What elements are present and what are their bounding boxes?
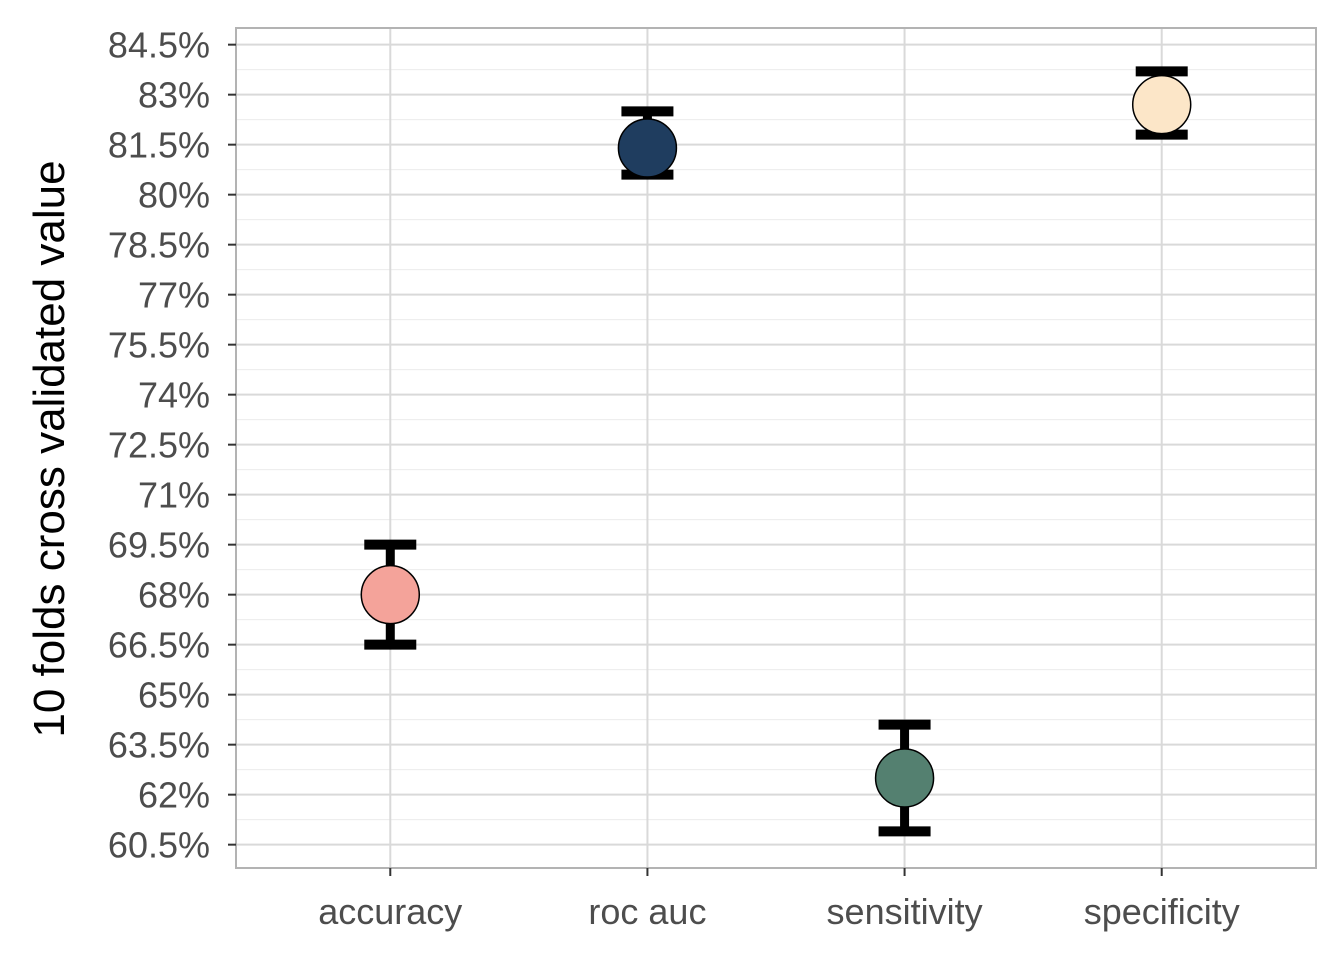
data-point (360, 564, 421, 625)
y-tick-label: 75.5% (108, 325, 210, 366)
labels-layer: 60.5% 62% 63.5% 65% 66.5% 68% 69.5% 71% 72.5% 74%… (108, 25, 1240, 932)
x-tick-label: roc auc (588, 891, 706, 932)
y-axis-title: 10 folds cross validated value (25, 160, 74, 737)
y-tick-label: 77% (138, 275, 210, 316)
data-point (617, 118, 678, 178)
y-tick-label: 74% (138, 375, 210, 416)
x-tick-label: accuracy (318, 891, 462, 932)
y-tick-label: 68% (138, 575, 210, 616)
data-point (874, 748, 935, 808)
marks-layer (360, 66, 1192, 837)
y-tick-label: 71% (138, 475, 210, 516)
data-point (1131, 74, 1192, 135)
y-tick-label: 63.5% (108, 725, 210, 766)
y-tick-label: 72.5% (108, 425, 210, 466)
y-tick-label: 80% (138, 175, 210, 216)
y-tick-label: 65% (138, 675, 210, 716)
y-tick-label: 83% (138, 75, 210, 116)
y-tick-label: 66.5% (108, 625, 210, 666)
x-tick-label: sensitivity (827, 891, 983, 932)
x-tick-label: specificity (1084, 891, 1240, 932)
y-tick-label: 78.5% (108, 225, 210, 266)
y-tick-label: 84.5% (108, 25, 210, 66)
panel-border (235, 27, 1317, 869)
y-tick-label: 62% (138, 775, 210, 816)
y-tick-label: 69.5% (108, 525, 210, 566)
y-tick-label: 81.5% (108, 125, 210, 166)
y-tick-label: 60.5% (108, 825, 210, 866)
axis-layer (228, 27, 1317, 876)
